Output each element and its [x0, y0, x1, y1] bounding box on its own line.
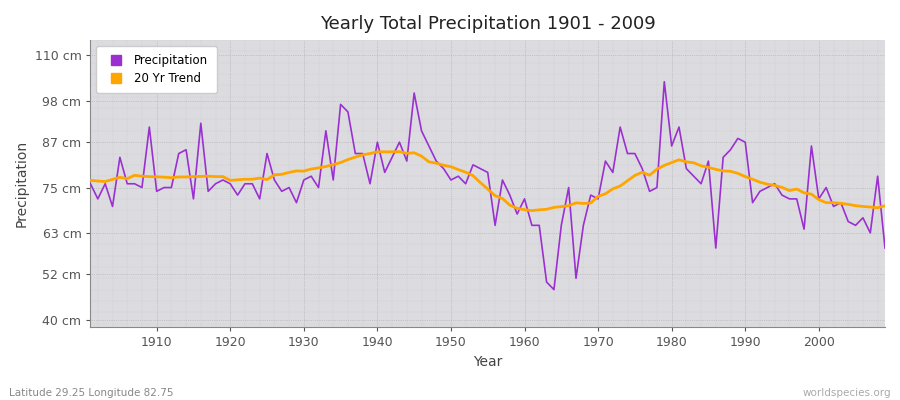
Legend: Precipitation, 20 Yr Trend: Precipitation, 20 Yr Trend	[96, 46, 217, 93]
Y-axis label: Precipitation: Precipitation	[15, 140, 29, 227]
Text: worldspecies.org: worldspecies.org	[803, 388, 891, 398]
Text: Latitude 29.25 Longitude 82.75: Latitude 29.25 Longitude 82.75	[9, 388, 174, 398]
X-axis label: Year: Year	[473, 355, 502, 369]
Title: Yearly Total Precipitation 1901 - 2009: Yearly Total Precipitation 1901 - 2009	[320, 15, 655, 33]
